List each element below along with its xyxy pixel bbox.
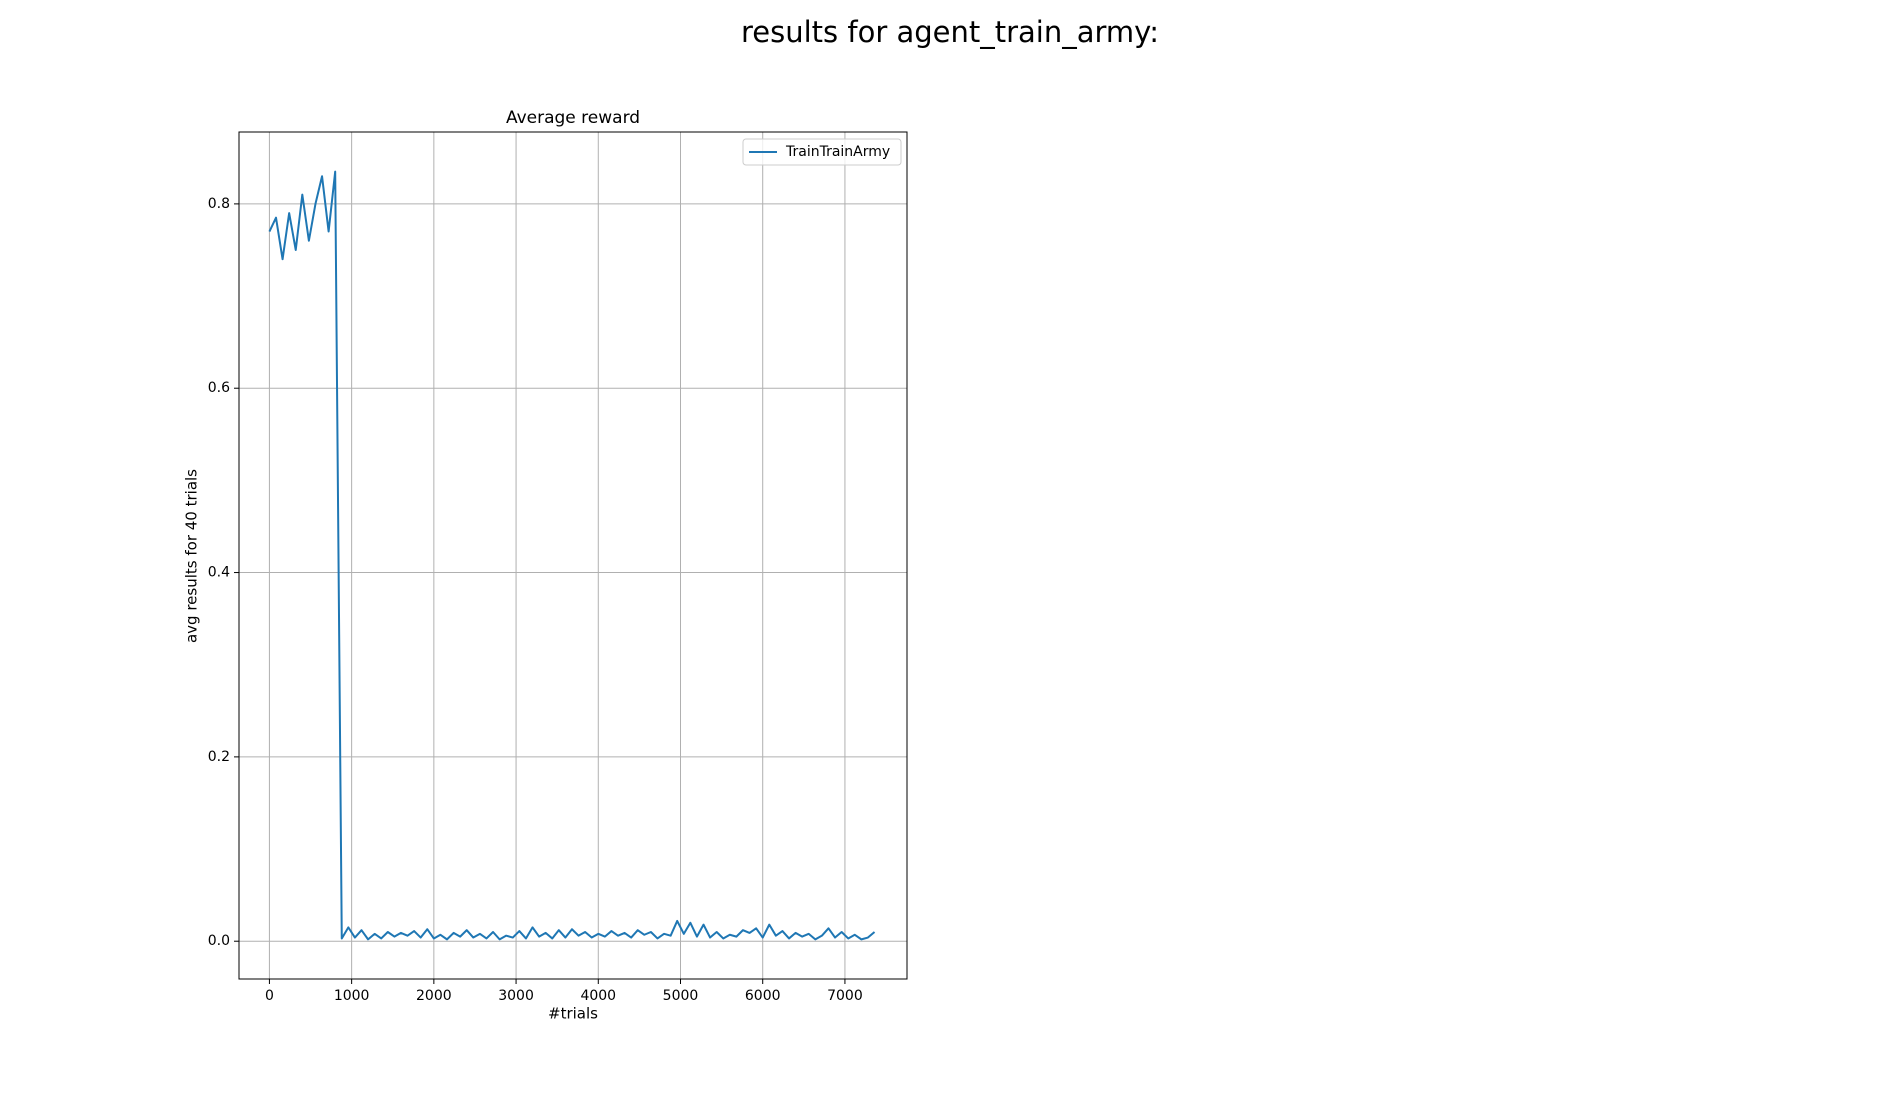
- x-tick-label: 6000: [745, 988, 781, 1004]
- x-tick-label: 0: [265, 988, 274, 1004]
- y-axis-label: avg results for 40 trials: [183, 469, 201, 643]
- y-tick-label: 0.0: [208, 933, 230, 949]
- y-tick-label: 0.8: [208, 196, 230, 212]
- x-tick-label: 4000: [580, 988, 616, 1004]
- y-tick-label: 0.6: [208, 380, 230, 396]
- y-tick-label: 0.2: [208, 749, 230, 765]
- x-tick-label: 3000: [498, 988, 534, 1004]
- x-tick-label: 2000: [416, 988, 452, 1004]
- x-tick-label: 1000: [334, 988, 370, 1004]
- x-axis-label: #trials: [548, 1005, 598, 1023]
- legend-label: TrainTrainArmy: [785, 144, 890, 160]
- y-tick-label: 0.4: [208, 565, 230, 581]
- chart-title: Average reward: [506, 108, 640, 128]
- line: [268, 170, 876, 941]
- legend-box: [742, 138, 902, 166]
- x-tick-label: 5000: [663, 988, 699, 1004]
- suptitle: results for agent_train_army:: [741, 15, 1159, 49]
- axes-frame: [238, 131, 908, 980]
- x-tick-label: 7000: [827, 988, 863, 1004]
